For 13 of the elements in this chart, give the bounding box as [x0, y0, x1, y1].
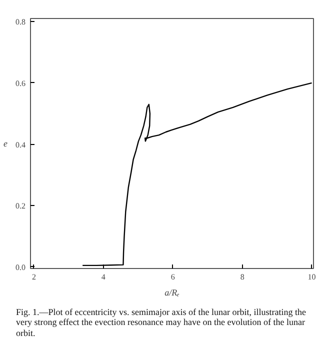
x-tick-label: 6	[170, 272, 175, 282]
x-axis-title: a/Rₑ	[164, 288, 180, 298]
x-tick-label: 4	[101, 272, 106, 282]
y-tick-label: 0.0	[16, 262, 26, 272]
y-tick-label: 0.8	[16, 18, 26, 27]
x-tick-label: 8	[240, 272, 244, 282]
y-tick-label: 0.2	[16, 202, 26, 211]
y-axis-title: e	[4, 138, 8, 148]
caption: Fig. 1.—Plot of eccentricity vs. semimajor axis of the lunar orbit, illustrating the very strong effect the evection resonance may have on the evolution of the lunar orbit.	[16, 307, 307, 338]
y-tick-label: 0.4	[16, 140, 26, 150]
x-tick-label: 2	[32, 272, 36, 282]
x-tick-label: 10	[308, 272, 316, 282]
y-tick-label: 0.6	[16, 78, 26, 88]
